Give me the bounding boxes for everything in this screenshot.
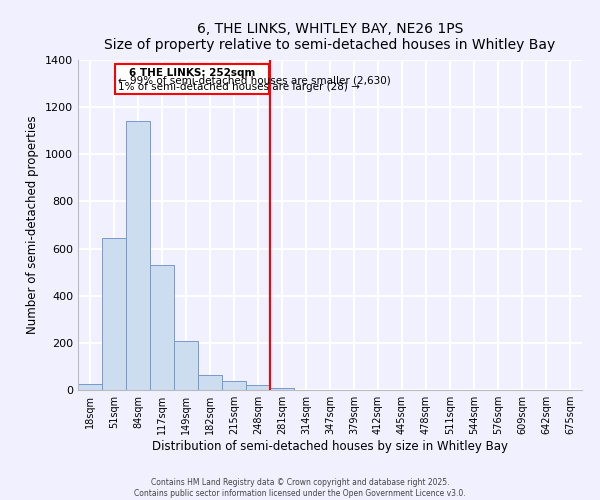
Bar (198, 374, 222, 390)
Text: 6 THE LINKS: 252sqm: 6 THE LINKS: 252sqm (129, 68, 255, 78)
Bar (222, 381, 246, 390)
Bar (150, 265, 174, 390)
Text: 1% of semi-detached houses are larger (28) →: 1% of semi-detached houses are larger (2… (118, 82, 359, 92)
Y-axis label: Number of semi-detached properties: Number of semi-detached properties (26, 116, 40, 334)
Bar (126, 122, 150, 390)
X-axis label: Distribution of semi-detached houses by size in Whitley Bay: Distribution of semi-detached houses by … (152, 440, 508, 453)
FancyBboxPatch shape (115, 64, 269, 94)
Bar (102, 238, 126, 390)
Bar (270, 388, 294, 390)
Bar (78, 384, 102, 390)
Bar (246, 385, 270, 390)
Text: ← 99% of semi-detached houses are smaller (2,630): ← 99% of semi-detached houses are smalle… (118, 76, 391, 86)
Title: 6, THE LINKS, WHITLEY BAY, NE26 1PS
Size of property relative to semi-detached h: 6, THE LINKS, WHITLEY BAY, NE26 1PS Size… (104, 22, 556, 52)
Text: Contains HM Land Registry data © Crown copyright and database right 2025.
Contai: Contains HM Land Registry data © Crown c… (134, 478, 466, 498)
Bar (174, 340, 198, 390)
